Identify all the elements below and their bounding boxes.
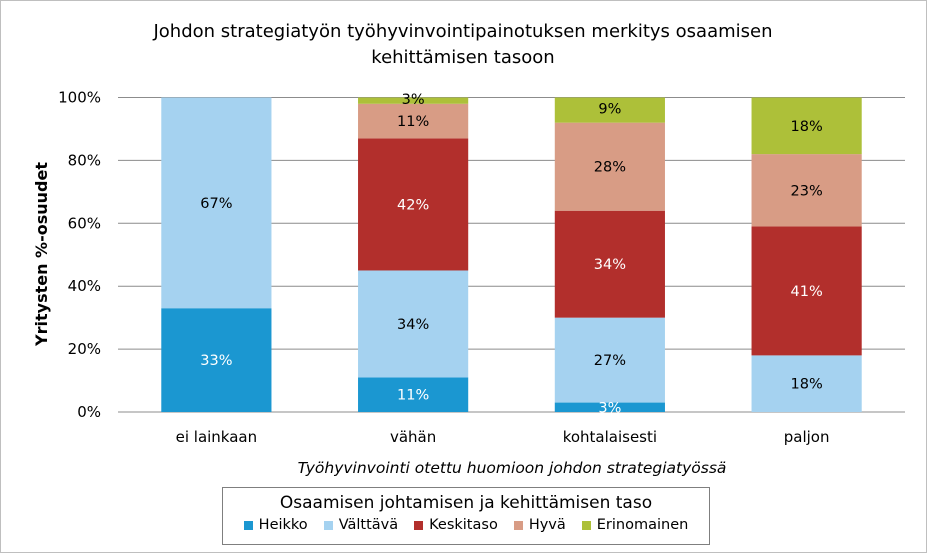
legend-swatch xyxy=(323,520,333,530)
legend-swatch xyxy=(581,520,591,530)
legend-swatch xyxy=(243,520,253,530)
data-labels: 33% 67% 11% 34% 42% 11% 3% 3% 27% 34% 28% 9% 18% 41% 2… xyxy=(200,92,822,416)
bar-segment-hyvä xyxy=(751,154,862,227)
y-tick-label: 60% xyxy=(68,214,101,232)
chart-title-line: Johdon strategiatyön työhyvinvointipaino… xyxy=(152,21,772,42)
legend-label: Hyvä xyxy=(528,517,566,533)
legend-items: Heikko Välttävä Keskitaso Hyvä Erinomainen xyxy=(223,517,709,533)
bar-segment-keskitaso xyxy=(554,210,665,318)
data-label: 41% xyxy=(791,284,823,300)
legend-item-välttävä: Välttävä xyxy=(323,517,399,533)
data-label: 18% xyxy=(791,377,823,393)
bar-segment-heikko xyxy=(554,402,665,412)
bar-segment-välttävä xyxy=(161,97,272,309)
legend: Osaamisen johtamisen ja kehittämisen tas… xyxy=(222,487,710,545)
legend-label: Välttävä xyxy=(338,517,399,533)
x-category-label: ei lainkaan xyxy=(176,428,258,446)
x-axis-categories: ei lainkaan vähän kohtalaisesti paljon xyxy=(176,428,830,446)
bars xyxy=(161,97,862,412)
x-category-label: paljon xyxy=(784,428,830,446)
y-tick-label: 80% xyxy=(68,151,101,169)
y-tick-label: 40% xyxy=(68,277,101,295)
bar-segment-välttävä xyxy=(358,270,469,378)
bar-segment-erinomainen xyxy=(554,97,665,123)
x-category-label: kohtalaisesti xyxy=(563,428,657,446)
data-label: 33% xyxy=(200,353,232,369)
legend-item-hyvä: Hyvä xyxy=(513,517,566,533)
bar-segment-heikko xyxy=(358,377,469,412)
legend-item-heikko: Heikko xyxy=(243,517,308,533)
chart-title-line: kehittämisen tasoon xyxy=(371,47,554,68)
x-axis-label: Työhyvinvointi otettu huomioon johdon st… xyxy=(298,459,727,477)
data-label: 28% xyxy=(594,160,626,176)
data-label: 3% xyxy=(402,92,425,108)
y-axis-ticks: 0% 20% 40% 60% 80% 100% xyxy=(58,89,101,422)
legend-swatch xyxy=(414,520,424,530)
bar-segment-erinomainen xyxy=(358,97,469,104)
bar-segment-erinomainen xyxy=(751,97,862,155)
legend-label: Heikko xyxy=(258,517,308,533)
data-label: 34% xyxy=(397,317,429,333)
data-label: 18% xyxy=(791,119,823,135)
data-label: 11% xyxy=(397,388,429,404)
bar-segment-heikko xyxy=(161,308,272,412)
chart-title: Johdon strategiatyön työhyvinvointipaino… xyxy=(152,21,772,68)
data-label: 67% xyxy=(200,196,232,212)
y-tick-label: 0% xyxy=(77,403,101,421)
data-label: 34% xyxy=(594,257,626,273)
stacked-bar-chart: Johdon strategiatyön työhyvinvointipaino… xyxy=(32,21,905,477)
data-label: 3% xyxy=(598,400,621,416)
data-label: 42% xyxy=(397,197,429,213)
legend-label: Erinomainen xyxy=(596,517,689,533)
bar-segment-hyvä xyxy=(358,103,469,139)
data-label: 27% xyxy=(594,353,626,369)
data-label: 23% xyxy=(791,183,823,199)
bar-segment-keskitaso xyxy=(751,226,862,356)
bar-segment-välttävä xyxy=(751,355,862,412)
data-label: 9% xyxy=(598,102,621,118)
legend-swatch xyxy=(513,520,523,530)
y-tick-label: 100% xyxy=(58,89,101,107)
y-tick-label: 20% xyxy=(68,340,101,358)
data-label: 11% xyxy=(397,114,429,130)
bar-segment-hyvä xyxy=(554,122,665,211)
legend-item-keskitaso: Keskitaso xyxy=(414,517,498,533)
legend-title: Osaamisen johtamisen ja kehittämisen tas… xyxy=(279,493,653,513)
x-category-label: vähän xyxy=(390,428,436,446)
legend-item-erinomainen: Erinomainen xyxy=(581,517,689,533)
bar-segment-keskitaso xyxy=(358,138,469,271)
bar-segment-välttävä xyxy=(554,317,665,403)
y-axis-label: Yritysten %-osuudet xyxy=(32,162,51,347)
legend-label: Keskitaso xyxy=(429,517,498,533)
